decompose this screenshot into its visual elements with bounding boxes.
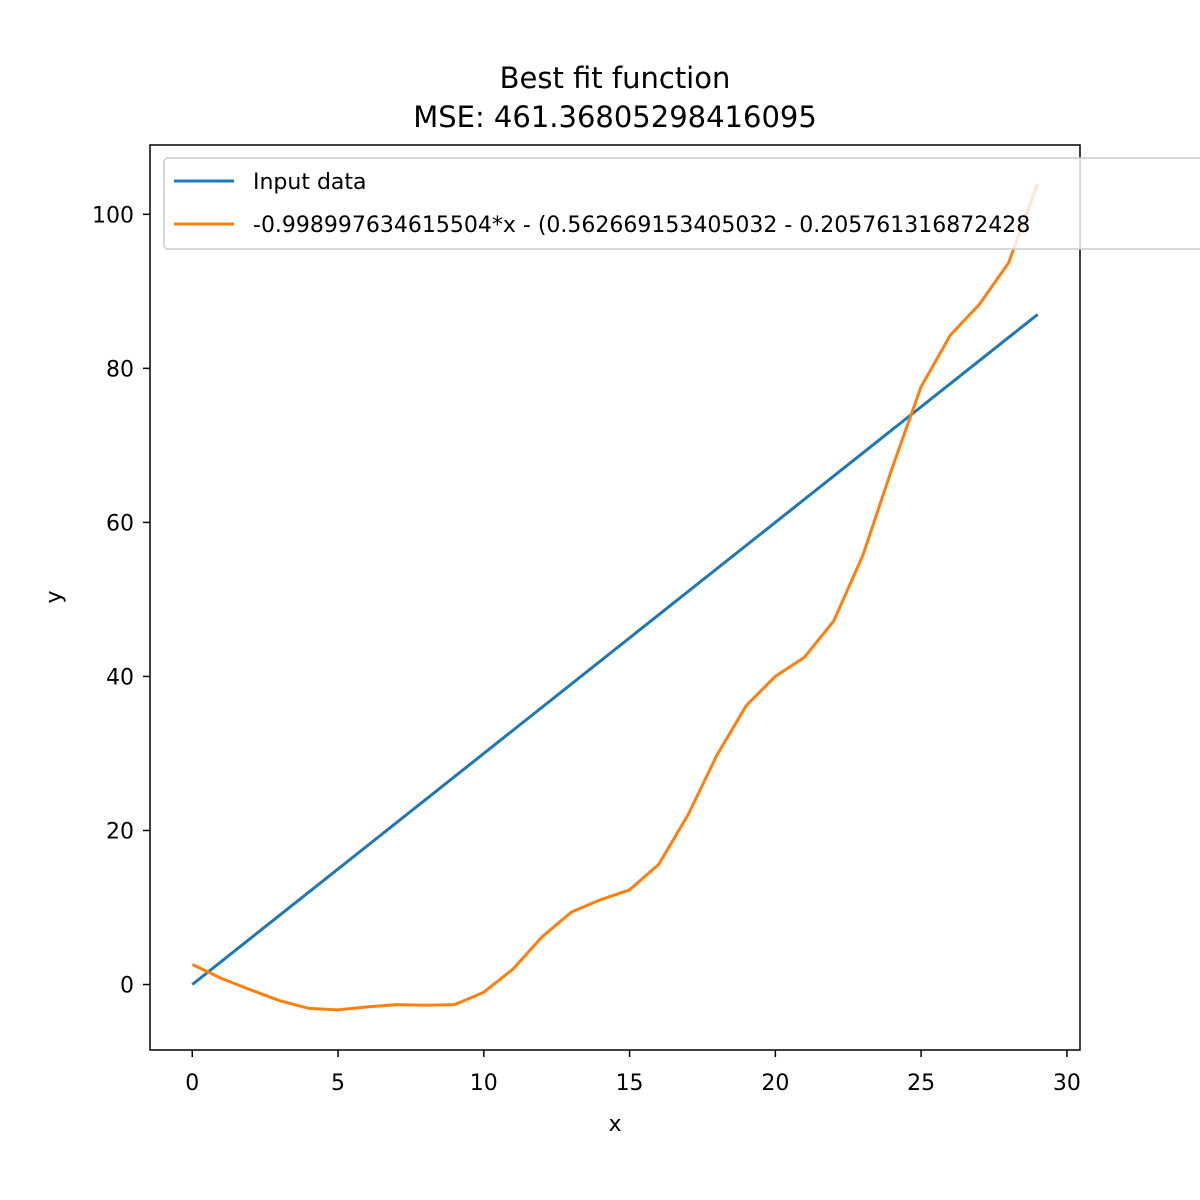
x-axis-label: x [608,1112,621,1137]
x-tick-label: 15 [616,1071,644,1096]
x-tick-label: 5 [331,1071,345,1096]
y-tick-label: 20 [106,819,134,844]
legend-label-input-data: Input data [253,170,367,195]
y-tick-label: 100 [92,203,134,228]
y-tick-label: 0 [120,974,134,999]
plot-area-frame [149,144,1081,1051]
x-tick-label: 30 [1053,1071,1081,1096]
chart-subtitle: MSE: 461.36805298416095 [413,100,817,134]
y-tick-label: 80 [106,357,134,382]
series-line-0 [191,313,1039,986]
ticks-layer: 0 5 10 15 20 25 30 0 20 40 60 80 100 [92,203,1081,1096]
legend: Input data -0.998997634615504*x - (0.562… [163,157,1200,250]
y-axis-label: y [42,590,67,603]
series-line-1 [191,182,1040,1012]
x-tick-label: 10 [470,1071,498,1096]
legend-box [163,157,1200,250]
y-tick-label: 60 [106,511,134,536]
y-tick-label: 40 [106,665,134,690]
x-tick-label: 0 [185,1071,199,1096]
x-tick-label: 20 [761,1071,789,1096]
chart-title: Best fit function [500,61,731,95]
x-tick-label: 25 [907,1071,935,1096]
series-layer [191,182,1040,1012]
legend-label-fit: -0.998997634615504*x - (0.56266915340503… [253,213,1030,238]
